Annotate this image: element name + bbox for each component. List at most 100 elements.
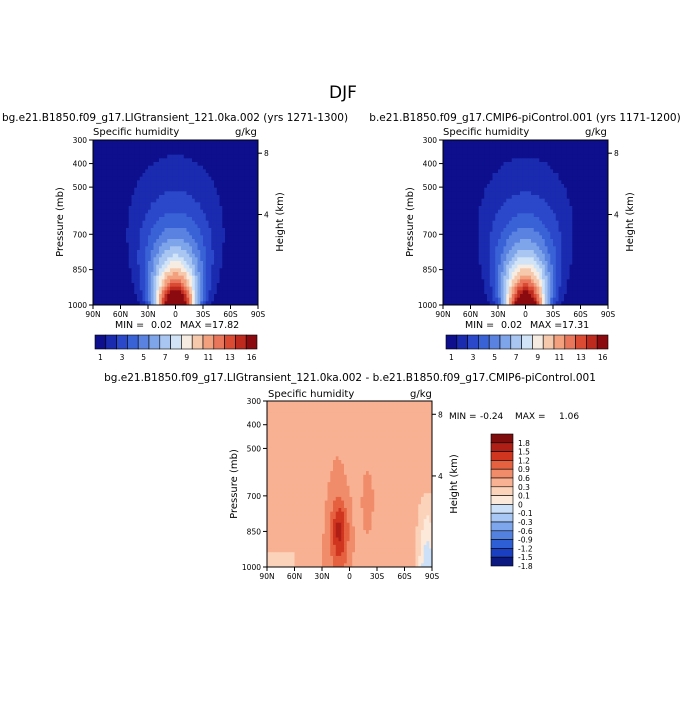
contour-cell [462,246,465,250]
contour-cell [137,224,140,228]
contour-cell [531,232,534,236]
contour-cell [548,191,551,195]
contour-cell [600,224,603,228]
contour-cell [493,213,496,217]
contour-cell [572,199,575,203]
contour-cell [542,257,545,261]
contour-cell [126,290,129,294]
contour-cell [132,213,135,217]
contour-cell [457,254,460,258]
contour-cell [112,195,115,199]
contour-cell [211,180,214,184]
contour-cell [600,206,603,210]
contour-cell [143,151,146,155]
contour-cell [162,173,165,177]
contour-cell [121,199,124,203]
contour-cell [468,191,471,195]
contour-cell [148,191,151,195]
contour-cell [231,180,234,184]
contour-cell [506,199,509,203]
contour-cell [123,224,126,228]
contour-cell [250,239,253,243]
contour-cell [471,173,474,177]
contour-cell [581,213,584,217]
contour-cell [154,140,157,144]
contour-cell [236,206,239,210]
contour-cell [553,195,556,199]
contour-cell [154,147,157,151]
contour-cell [457,158,460,162]
contour-cell [603,195,606,199]
contour-cell [134,195,137,199]
contour-cell [96,290,99,294]
contour-cell [575,268,578,272]
contour-cell [501,257,504,261]
contour-cell [110,173,113,177]
contour-cell [501,173,504,177]
contour-cell [553,239,556,243]
contour-cell [192,162,195,166]
contour-cell [479,162,482,166]
contour-cell [253,235,256,239]
contour-cell [468,217,471,221]
contour-cell [134,206,137,210]
contour-cell [211,151,214,155]
contour-cell [451,151,454,155]
contour-cell [564,261,567,265]
contour-cell [556,177,559,181]
contour-cell [545,213,548,217]
contour-cell [479,239,482,243]
contour-cell [515,265,518,269]
contour-cell [126,254,129,258]
contour-cell [148,261,151,265]
contour-cell [140,206,143,210]
contour-cell [123,279,126,283]
contour-cell [170,228,173,232]
contour-cell [123,268,126,272]
contour-cell [134,250,137,254]
contour-cell [589,199,592,203]
contour-cell [126,147,129,151]
contour-cell [528,191,531,195]
contour-cell [553,180,556,184]
contour-cell [479,166,482,170]
contour-cell [151,177,154,181]
contour-cell [520,184,523,188]
contour-cell [247,147,250,151]
contour-cell [104,276,107,280]
contour-cell [250,177,253,181]
contour-cell [129,144,132,148]
contour-cell [567,151,570,155]
contour-cell [156,173,159,177]
contour-cell [589,144,592,148]
contour-cell [140,283,143,287]
contour-cell [578,199,581,203]
contour-cell [222,217,225,221]
contour-cell [178,210,181,214]
contour-cell [476,177,479,181]
contour-cell [473,180,476,184]
contour-cell [570,188,573,192]
contour-cell [140,217,143,221]
contour-cell [195,239,198,243]
contour-cell [154,144,157,148]
contour-cell [151,232,154,236]
contour-cell [462,180,465,184]
contour-cell [189,169,192,173]
contour-cell [545,158,548,162]
contour-cell [553,210,556,214]
contour-cell [231,155,234,159]
contour-cell [211,184,214,188]
contour-cell [187,283,190,287]
contour-cell [151,239,154,243]
contour-cell [550,144,553,148]
contour-cell [550,158,553,162]
contour-cell [225,199,228,203]
contour-cell [145,268,148,272]
contour-cell [151,188,154,192]
contour-cell [495,191,498,195]
contour-cell [559,217,562,221]
contour-cell [99,265,102,269]
contour-cell [548,158,551,162]
contour-cell [542,221,545,225]
